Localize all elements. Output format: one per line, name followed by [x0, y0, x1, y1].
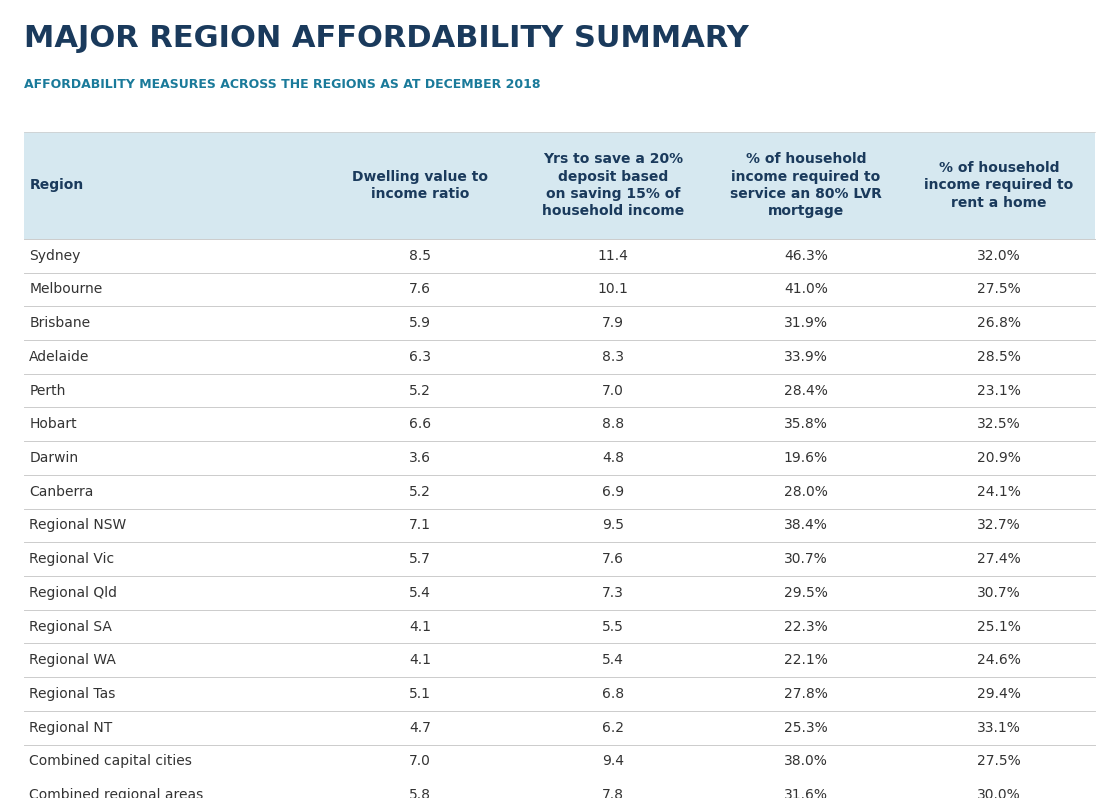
Text: 33.9%: 33.9% [784, 350, 828, 364]
Text: 25.1%: 25.1% [977, 619, 1021, 634]
Text: 27.4%: 27.4% [977, 552, 1021, 566]
Text: % of household
income required to
rent a home: % of household income required to rent a… [924, 161, 1073, 210]
Text: 4.1: 4.1 [410, 654, 431, 667]
Text: Sydney: Sydney [29, 249, 81, 263]
Text: Hobart: Hobart [29, 417, 77, 431]
Text: Regional NSW: Regional NSW [29, 519, 126, 532]
Text: 22.1%: 22.1% [784, 654, 828, 667]
Text: 38.4%: 38.4% [784, 519, 828, 532]
Text: 38.0%: 38.0% [784, 754, 828, 768]
Text: 9.5: 9.5 [602, 519, 624, 532]
Text: 5.7: 5.7 [410, 552, 431, 566]
Text: 7.3: 7.3 [602, 586, 624, 600]
Text: 7.0: 7.0 [602, 384, 624, 397]
Text: MAJOR REGION AFFORDABILITY SUMMARY: MAJOR REGION AFFORDABILITY SUMMARY [23, 25, 749, 53]
Text: 4.8: 4.8 [602, 451, 624, 465]
Text: Combined capital cities: Combined capital cities [29, 754, 192, 768]
Text: 24.6%: 24.6% [977, 654, 1021, 667]
Text: Regional Tas: Regional Tas [29, 687, 115, 701]
Text: 23.1%: 23.1% [977, 384, 1021, 397]
Text: 30.7%: 30.7% [977, 586, 1021, 600]
Text: 8.3: 8.3 [602, 350, 624, 364]
Text: Region: Region [29, 178, 84, 192]
Text: 31.9%: 31.9% [784, 316, 828, 330]
Text: 24.1%: 24.1% [977, 484, 1021, 499]
Text: 28.0%: 28.0% [784, 484, 828, 499]
Text: 27.8%: 27.8% [784, 687, 828, 701]
Text: 28.4%: 28.4% [784, 384, 828, 397]
Text: 6.6: 6.6 [410, 417, 431, 431]
Text: 32.0%: 32.0% [977, 249, 1021, 263]
Text: Brisbane: Brisbane [29, 316, 91, 330]
Text: 28.5%: 28.5% [977, 350, 1021, 364]
Text: 7.6: 7.6 [602, 552, 624, 566]
Text: 4.1: 4.1 [410, 619, 431, 634]
Text: Canberra: Canberra [29, 484, 94, 499]
Text: 6.2: 6.2 [602, 721, 624, 735]
Text: 8.8: 8.8 [602, 417, 624, 431]
Text: 5.8: 5.8 [410, 788, 431, 798]
Text: 29.5%: 29.5% [784, 586, 828, 600]
Text: Perth: Perth [29, 384, 66, 397]
Text: 7.8: 7.8 [602, 788, 624, 798]
Text: Regional NT: Regional NT [29, 721, 113, 735]
Text: 9.4: 9.4 [602, 754, 624, 768]
Text: 20.9%: 20.9% [977, 451, 1021, 465]
Text: Regional Vic: Regional Vic [29, 552, 114, 566]
Text: Dwelling value to
income ratio: Dwelling value to income ratio [352, 170, 488, 201]
Text: 5.4: 5.4 [410, 586, 431, 600]
Text: 5.2: 5.2 [410, 384, 431, 397]
Text: 4.7: 4.7 [410, 721, 431, 735]
Text: 30.0%: 30.0% [977, 788, 1021, 798]
Text: 31.6%: 31.6% [784, 788, 828, 798]
Text: 5.9: 5.9 [410, 316, 431, 330]
Text: 41.0%: 41.0% [784, 282, 828, 296]
Text: 27.5%: 27.5% [977, 282, 1021, 296]
Text: 10.1: 10.1 [598, 282, 629, 296]
Text: % of household
income required to
service an 80% LVR
mortgage: % of household income required to servic… [730, 152, 882, 218]
Text: Darwin: Darwin [29, 451, 78, 465]
Text: Combined regional areas: Combined regional areas [29, 788, 204, 798]
Text: Yrs to save a 20%
deposit based
on saving 15% of
household income: Yrs to save a 20% deposit based on savin… [542, 152, 684, 218]
Text: 19.6%: 19.6% [784, 451, 828, 465]
Text: 35.8%: 35.8% [784, 417, 828, 431]
Text: 30.7%: 30.7% [784, 552, 828, 566]
Text: 11.4: 11.4 [598, 249, 629, 263]
Text: 5.5: 5.5 [602, 619, 624, 634]
Text: 32.7%: 32.7% [977, 519, 1021, 532]
Text: 26.8%: 26.8% [977, 316, 1021, 330]
Text: 7.1: 7.1 [410, 519, 431, 532]
Text: 5.4: 5.4 [602, 654, 624, 667]
Text: 25.3%: 25.3% [784, 721, 828, 735]
Text: 8.5: 8.5 [410, 249, 431, 263]
Text: 6.8: 6.8 [602, 687, 624, 701]
Text: Adelaide: Adelaide [29, 350, 90, 364]
Text: 5.1: 5.1 [410, 687, 431, 701]
Text: 22.3%: 22.3% [784, 619, 828, 634]
Text: 7.0: 7.0 [410, 754, 431, 768]
Text: 46.3%: 46.3% [784, 249, 828, 263]
Text: 7.9: 7.9 [602, 316, 624, 330]
Text: 5.2: 5.2 [410, 484, 431, 499]
Text: 32.5%: 32.5% [977, 417, 1021, 431]
FancyBboxPatch shape [23, 132, 1096, 239]
Text: Regional Qld: Regional Qld [29, 586, 117, 600]
Text: 29.4%: 29.4% [977, 687, 1021, 701]
Text: 27.5%: 27.5% [977, 754, 1021, 768]
Text: 7.6: 7.6 [410, 282, 431, 296]
Text: Melbourne: Melbourne [29, 282, 103, 296]
Text: Regional WA: Regional WA [29, 654, 116, 667]
Text: Regional SA: Regional SA [29, 619, 112, 634]
Text: 33.1%: 33.1% [977, 721, 1021, 735]
Text: 6.9: 6.9 [602, 484, 624, 499]
Text: 6.3: 6.3 [410, 350, 431, 364]
Text: AFFORDABILITY MEASURES ACROSS THE REGIONS AS AT DECEMBER 2018: AFFORDABILITY MEASURES ACROSS THE REGION… [23, 78, 540, 91]
Text: 3.6: 3.6 [410, 451, 431, 465]
